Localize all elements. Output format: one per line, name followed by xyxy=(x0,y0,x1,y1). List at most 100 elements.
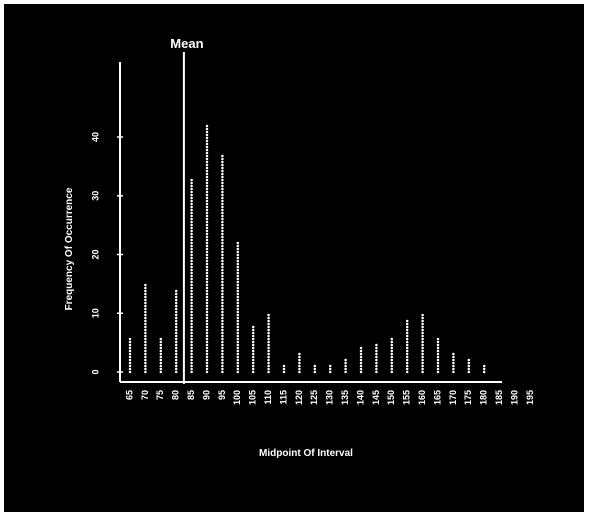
bar-dot xyxy=(190,316,193,320)
bar-dot xyxy=(190,310,193,314)
bar-dot xyxy=(190,331,193,335)
bar-dot xyxy=(174,334,178,338)
bar-dot xyxy=(144,349,147,353)
bar-dot xyxy=(390,370,394,374)
bar-dot xyxy=(205,361,209,365)
bar-dot xyxy=(128,337,132,341)
bar-dot xyxy=(174,346,178,350)
bar-dot xyxy=(267,349,270,353)
bar-dot xyxy=(190,205,193,209)
bar-dot xyxy=(436,352,440,356)
bar-dot xyxy=(344,367,347,371)
bar-95 xyxy=(221,154,224,374)
bar-dot xyxy=(190,289,193,293)
bar-dot xyxy=(421,316,424,320)
bar-dot xyxy=(144,295,147,299)
bar-dot xyxy=(205,241,209,245)
bar-dot xyxy=(174,370,178,374)
bar-dot xyxy=(405,358,409,362)
bar-dot xyxy=(205,280,209,284)
bar-dot xyxy=(452,355,455,359)
bar-dot xyxy=(251,355,255,359)
bar-dot xyxy=(390,346,394,350)
bar-dot xyxy=(236,361,240,365)
bar-dot xyxy=(405,367,409,371)
bar-dot xyxy=(190,343,193,347)
bar-dot xyxy=(236,283,240,287)
bar-dot xyxy=(236,253,240,257)
bar-140 xyxy=(359,346,363,374)
bar-125 xyxy=(313,364,317,374)
x-tick-labels: 65 70 75 80 85 90 95 100 105 110 115 120 125 130 135 14… xyxy=(124,390,534,405)
bar-dot xyxy=(174,361,178,365)
bar-dot xyxy=(267,340,270,344)
bar-dot xyxy=(452,361,455,365)
bar-dot xyxy=(436,337,440,341)
bar-dot xyxy=(159,367,163,371)
bar-dot xyxy=(221,178,224,182)
x-tick-label: 130 xyxy=(325,390,335,405)
bar-dot xyxy=(159,364,163,368)
bar-dot xyxy=(221,256,224,260)
bar-dot xyxy=(205,271,209,275)
bar-dot xyxy=(221,343,224,347)
bar-dot xyxy=(190,202,193,206)
chart-frame: 0 10 20 30 40 65 70 75 80 85 90 95 100 105 110 115 120 1… xyxy=(4,4,584,512)
bar-dot xyxy=(144,292,147,296)
bar-dot xyxy=(267,337,270,341)
bar-dot xyxy=(205,268,209,272)
x-tick-label: 70 xyxy=(140,390,150,400)
bar-dot xyxy=(390,349,394,353)
y-tick-label: 40 xyxy=(90,132,100,142)
bar-dot xyxy=(375,343,378,347)
bar-dot xyxy=(221,370,224,374)
bar-dot xyxy=(174,295,178,299)
bar-dot xyxy=(144,370,147,374)
bar-dot xyxy=(190,346,193,350)
bar-dot xyxy=(221,340,224,344)
bar-dot xyxy=(205,274,209,278)
bar-dot xyxy=(221,349,224,353)
bar-dot xyxy=(436,370,440,374)
bar-dot xyxy=(236,370,240,374)
bar-dot xyxy=(390,352,394,356)
bar-dot xyxy=(236,295,240,299)
bar-dot xyxy=(174,316,178,320)
bar-dot xyxy=(344,364,347,368)
bar-dot xyxy=(405,355,409,359)
bar-dot xyxy=(236,262,240,266)
bar-dot xyxy=(467,364,471,368)
bar-dot xyxy=(267,346,270,350)
bar-dot xyxy=(421,343,424,347)
bar-dot xyxy=(144,340,147,344)
bar-dot xyxy=(467,361,471,365)
y-tick-label: 0 xyxy=(90,369,100,374)
bar-135 xyxy=(344,358,347,374)
bar-dot xyxy=(267,313,270,317)
bar-dot xyxy=(205,244,209,248)
x-tick-label: 110 xyxy=(263,390,273,405)
bar-100 xyxy=(236,241,240,374)
bar-dot xyxy=(205,346,209,350)
bar-dot xyxy=(205,313,209,317)
bar-dot xyxy=(236,301,240,305)
histogram-chart: 0 10 20 30 40 65 70 75 80 85 90 95 100 105 110 115 120 1… xyxy=(64,36,535,459)
bar-dot xyxy=(298,352,301,356)
bar-dot xyxy=(375,352,378,356)
x-tick-label: 95 xyxy=(217,390,227,400)
bar-dot xyxy=(144,301,147,305)
bar-dot xyxy=(267,358,270,362)
bar-dot xyxy=(267,316,270,320)
bar-dot xyxy=(190,262,193,266)
bar-dot xyxy=(236,259,240,263)
bar-dot xyxy=(190,367,193,371)
bar-dot xyxy=(221,199,224,203)
bar-dot xyxy=(251,358,255,362)
bar-dot xyxy=(405,343,409,347)
bar-dot xyxy=(482,367,486,371)
bar-dot xyxy=(436,367,440,371)
bar-dot xyxy=(421,322,424,326)
bar-dot xyxy=(236,241,240,245)
bar-dot xyxy=(205,316,209,320)
bar-dot xyxy=(174,328,178,332)
